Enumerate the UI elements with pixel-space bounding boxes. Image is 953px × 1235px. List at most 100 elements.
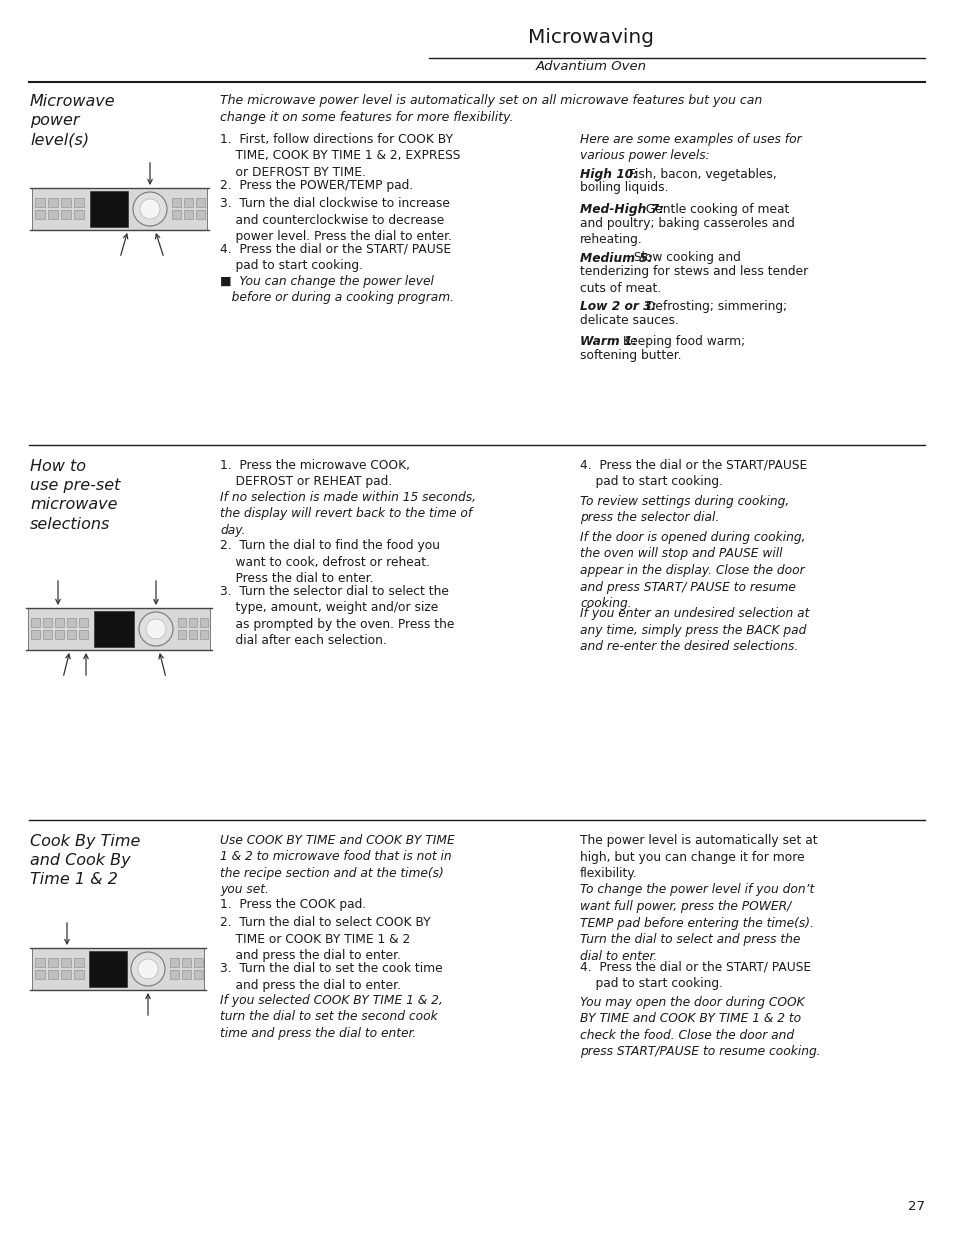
- Text: Med-High 7:: Med-High 7:: [579, 203, 663, 216]
- Text: 1.  Press the COOK pad.: 1. Press the COOK pad.: [220, 898, 366, 911]
- Text: softening butter.: softening butter.: [579, 348, 680, 362]
- Text: 4.  Press the dial or the START/ PAUSE
    pad to start cooking.: 4. Press the dial or the START/ PAUSE pa…: [220, 242, 451, 272]
- Text: 4.  Press the dial or the START/ PAUSE
    pad to start cooking.: 4. Press the dial or the START/ PAUSE pa…: [579, 960, 810, 989]
- Text: 3.  Turn the dial clockwise to increase
    and counterclockwise to decrease
   : 3. Turn the dial clockwise to increase a…: [220, 198, 452, 243]
- Bar: [94, 611, 133, 647]
- Text: tenderizing for stews and less tender
cuts of meat.: tenderizing for stews and less tender cu…: [579, 266, 807, 294]
- Text: Warm 1:: Warm 1:: [579, 335, 637, 348]
- Circle shape: [132, 191, 167, 226]
- Bar: [184, 210, 193, 219]
- Bar: [193, 958, 203, 967]
- Bar: [43, 630, 52, 638]
- Text: If you enter an undesired selection at
any time, simply press the BACK pad
and r: If you enter an undesired selection at a…: [579, 608, 808, 653]
- Bar: [61, 198, 71, 207]
- Circle shape: [140, 199, 160, 219]
- Text: Cook By Time
and Cook By
Time 1 & 2: Cook By Time and Cook By Time 1 & 2: [30, 834, 140, 888]
- Text: Defrosting; simmering;: Defrosting; simmering;: [641, 300, 786, 312]
- Bar: [172, 198, 181, 207]
- Bar: [172, 210, 181, 219]
- Text: boiling liquids.: boiling liquids.: [579, 182, 668, 194]
- Bar: [74, 969, 84, 979]
- Bar: [193, 969, 203, 979]
- Text: High 10:: High 10:: [579, 168, 638, 182]
- Bar: [61, 969, 71, 979]
- Bar: [195, 210, 205, 219]
- Bar: [32, 188, 207, 230]
- Circle shape: [138, 960, 158, 979]
- Bar: [55, 630, 64, 638]
- Text: 2.  Turn the dial to find the food you
    want to cook, defrost or reheat.
    : 2. Turn the dial to find the food you wa…: [220, 540, 439, 585]
- Bar: [48, 958, 58, 967]
- Bar: [178, 618, 186, 627]
- Text: Use COOK BY TIME and COOK BY TIME
1 & 2 to microwave food that is not in
the rec: Use COOK BY TIME and COOK BY TIME 1 & 2 …: [220, 834, 455, 897]
- Bar: [35, 210, 45, 219]
- Bar: [35, 958, 45, 967]
- Text: If you selected COOK BY TIME 1 & 2,
turn the dial to set the second cook
time an: If you selected COOK BY TIME 1 & 2, turn…: [220, 994, 442, 1040]
- Text: How to
use pre-set
microwave
selections: How to use pre-set microwave selections: [30, 459, 120, 531]
- Text: 4.  Press the dial or the START/PAUSE
    pad to start cooking.: 4. Press the dial or the START/PAUSE pad…: [579, 459, 806, 489]
- Text: Microwaving: Microwaving: [528, 28, 654, 47]
- Bar: [170, 969, 179, 979]
- Text: 3.  Turn the dial to set the cook time
    and press the dial to enter.: 3. Turn the dial to set the cook time an…: [220, 962, 442, 992]
- Bar: [61, 958, 71, 967]
- Bar: [189, 630, 196, 638]
- Text: Keeping food warm;: Keeping food warm;: [618, 335, 744, 348]
- Text: To change the power level if you don’t
want full power, press the POWER/
TEMP pa: To change the power level if you don’t w…: [579, 883, 814, 962]
- Text: Advantium Oven: Advantium Oven: [536, 61, 646, 73]
- Text: If no selection is made within 15 seconds,
the display will revert back to the t: If no selection is made within 15 second…: [220, 492, 476, 537]
- Text: The power level is automatically set at
high, but you can change it for more
fle: The power level is automatically set at …: [579, 834, 817, 881]
- Text: Here are some examples of uses for
various power levels:: Here are some examples of uses for vario…: [579, 133, 801, 163]
- Text: To review settings during cooking,
press the selector dial.: To review settings during cooking, press…: [579, 495, 788, 525]
- Bar: [30, 630, 40, 638]
- Bar: [61, 210, 71, 219]
- Bar: [67, 630, 76, 638]
- Bar: [74, 198, 84, 207]
- Bar: [178, 630, 186, 638]
- Text: Low 2 or 3:: Low 2 or 3:: [579, 300, 656, 312]
- Bar: [74, 958, 84, 967]
- Bar: [32, 948, 204, 990]
- Bar: [195, 198, 205, 207]
- Bar: [200, 618, 208, 627]
- Circle shape: [131, 952, 165, 986]
- Text: If the door is opened during cooking,
the oven will stop and PAUSE will
appear i: If the door is opened during cooking, th…: [579, 531, 804, 610]
- Bar: [48, 198, 58, 207]
- Bar: [28, 608, 210, 650]
- Bar: [48, 210, 58, 219]
- Text: ■  You can change the power level
   before or during a cooking program.: ■ You can change the power level before …: [220, 274, 454, 304]
- Text: Medium 5:: Medium 5:: [579, 252, 652, 264]
- Text: The microwave power level is automatically set on all microwave features but you: The microwave power level is automatical…: [220, 94, 761, 124]
- Bar: [182, 958, 191, 967]
- Text: Fish, bacon, vegetables,: Fish, bacon, vegetables,: [624, 168, 776, 182]
- Bar: [35, 969, 45, 979]
- Bar: [30, 618, 40, 627]
- Text: Slow cooking and: Slow cooking and: [630, 252, 740, 264]
- Text: 2.  Press the POWER/TEMP pad.: 2. Press the POWER/TEMP pad.: [220, 179, 413, 191]
- Bar: [74, 210, 84, 219]
- Text: 1.  First, follow directions for COOK BY
    TIME, COOK BY TIME 1 & 2, EXPRESS
 : 1. First, follow directions for COOK BY …: [220, 133, 460, 179]
- Text: Gentle cooking of meat: Gentle cooking of meat: [641, 203, 788, 216]
- Circle shape: [146, 619, 166, 638]
- Bar: [43, 618, 52, 627]
- Text: 27: 27: [907, 1200, 924, 1213]
- Bar: [35, 198, 45, 207]
- Bar: [184, 198, 193, 207]
- Text: 3.  Turn the selector dial to select the
    type, amount, weight and/or size
  : 3. Turn the selector dial to select the …: [220, 585, 454, 647]
- Text: Microwave
power
level(s): Microwave power level(s): [30, 94, 115, 147]
- Circle shape: [139, 613, 172, 646]
- Bar: [182, 969, 191, 979]
- Bar: [79, 630, 88, 638]
- Bar: [48, 969, 58, 979]
- Bar: [200, 630, 208, 638]
- Text: You may open the door during COOK
BY TIME and COOK BY TIME 1 & 2 to
check the fo: You may open the door during COOK BY TIM…: [579, 995, 820, 1058]
- Text: 1.  Press the microwave COOK,
    DEFROST or REHEAT pad.: 1. Press the microwave COOK, DEFROST or …: [220, 459, 410, 489]
- Bar: [67, 618, 76, 627]
- Bar: [170, 958, 179, 967]
- Text: and poultry; baking casseroles and
reheating.: and poultry; baking casseroles and rehea…: [579, 216, 794, 246]
- Bar: [90, 191, 128, 227]
- Text: 2.  Turn the dial to select COOK BY
    TIME or COOK BY TIME 1 & 2
    and press: 2. Turn the dial to select COOK BY TIME …: [220, 916, 430, 962]
- Bar: [79, 618, 88, 627]
- Bar: [55, 618, 64, 627]
- Bar: [189, 618, 196, 627]
- Bar: [89, 951, 127, 987]
